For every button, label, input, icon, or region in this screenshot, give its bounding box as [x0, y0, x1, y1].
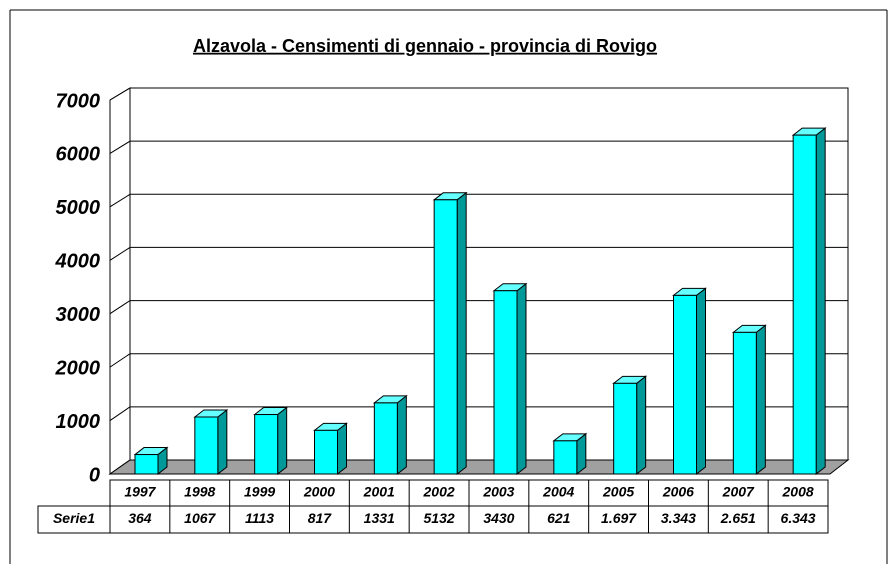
bar-side	[396, 394, 407, 476]
x-tick-label: 2004	[542, 484, 574, 500]
bar	[613, 382, 638, 475]
data-label: 3.343	[661, 510, 696, 526]
bar	[732, 331, 757, 475]
y-tick-label: 4000	[55, 251, 101, 273]
y-tick-label: 6000	[56, 144, 101, 166]
y-tick-label: 1000	[56, 411, 101, 433]
data-label: 364	[128, 510, 152, 526]
x-tick-label: 2002	[423, 484, 455, 500]
data-label: 817	[308, 510, 333, 526]
bar	[792, 134, 817, 475]
data-label: 621	[547, 510, 571, 526]
x-tick-label: 2001	[363, 484, 395, 500]
data-label: 5132	[424, 510, 455, 526]
x-tick-label: 2000	[303, 484, 335, 500]
bar-side	[337, 422, 347, 476]
bar-side	[277, 406, 288, 476]
bar	[254, 414, 279, 475]
grid-line	[109, 87, 848, 101]
chart-title: Alzavola - Censimenti di gennaio - provi…	[193, 36, 657, 56]
bar	[673, 294, 697, 475]
bar	[194, 416, 219, 475]
legend-label: Serie1	[53, 510, 95, 526]
bar	[493, 290, 518, 475]
y-tick-label: 5000	[56, 197, 101, 219]
x-tick-label: 2007	[722, 484, 755, 500]
grid-line	[109, 193, 848, 208]
bar	[373, 402, 398, 475]
y-tick-label: 7000	[56, 90, 101, 112]
bar	[433, 199, 458, 475]
x-tick-label: 2008	[782, 484, 814, 500]
bar-side	[456, 191, 467, 476]
bar	[134, 454, 159, 475]
x-tick-label: 1997	[124, 484, 156, 500]
data-label: 1331	[364, 510, 395, 526]
data-label: 1067	[184, 510, 216, 526]
bar-side	[516, 282, 527, 476]
back-wall	[129, 87, 849, 461]
x-tick-label: 1998	[184, 484, 215, 500]
bar	[314, 429, 338, 475]
x-tick-label: 2003	[482, 484, 514, 500]
floor	[108, 459, 850, 475]
data-label: 2.651	[720, 510, 756, 526]
data-label: 6.343	[781, 510, 816, 526]
data-label: 1.697	[601, 510, 637, 526]
bar-side	[815, 127, 826, 476]
grid-line	[109, 246, 848, 261]
grid-line	[109, 140, 848, 154]
grid-line	[109, 406, 848, 421]
grid-line	[109, 300, 848, 315]
y-tick-label: 2000	[55, 357, 101, 379]
data-label: 3430	[483, 510, 514, 526]
y-tick-label: 3000	[56, 304, 101, 326]
grid-line	[109, 353, 848, 368]
data-label: 1113	[245, 510, 274, 526]
x-tick-label: 2005	[602, 484, 634, 500]
x-tick-label: 2006	[662, 484, 694, 500]
x-tick-label: 1999	[244, 484, 275, 500]
bar	[553, 440, 578, 475]
bar-side	[696, 287, 706, 476]
bar-side	[755, 324, 766, 476]
table-border	[37, 505, 829, 534]
y-tick-label: 0	[89, 464, 100, 486]
side-wall	[109, 87, 131, 475]
bar-side	[217, 408, 228, 476]
bar-side	[636, 375, 647, 476]
